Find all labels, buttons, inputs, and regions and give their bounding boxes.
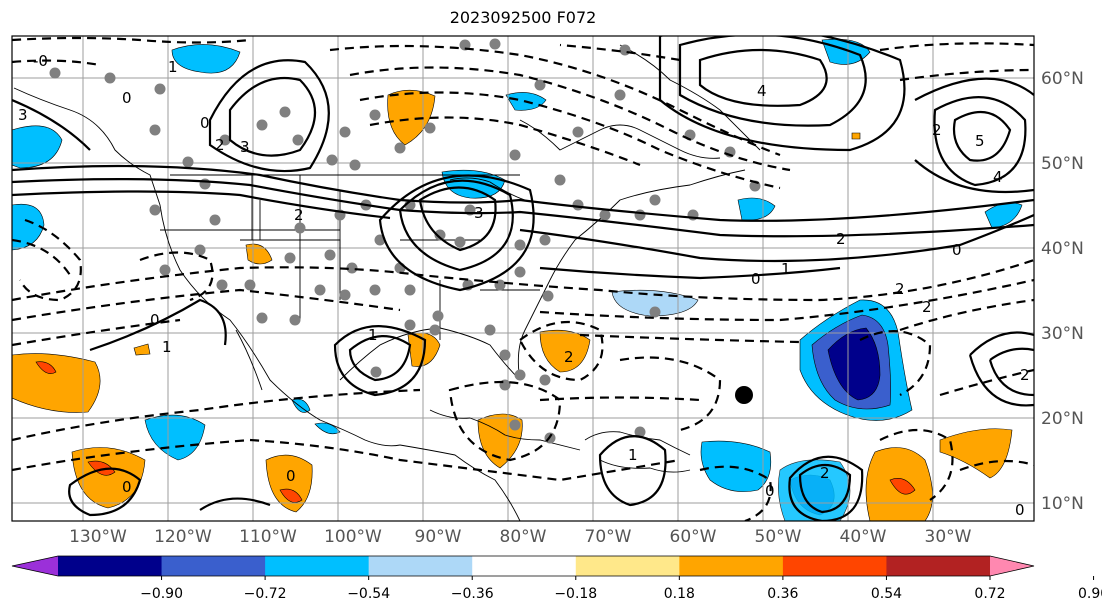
contour-label: 0: [1015, 501, 1025, 519]
blue-patch-central-atlantic-core: [827, 327, 881, 401]
red-patch-pacific-west: [35, 361, 57, 374]
colorbar-extend-high: [990, 556, 1034, 576]
colorbar-tick-label: −0.90: [140, 586, 183, 602]
contour-labels: -0 1 2 3 3 0 2 3 4 2 5 4 2 0 1 0 2 2 0 1…: [18, 52, 1030, 519]
lon-label: 100°W: [324, 527, 382, 547]
colorbar-tick-label: 0.72: [974, 586, 1005, 602]
contour-label: 3: [474, 204, 484, 222]
colorbar-extend-low: [12, 556, 58, 576]
colorbar-tick-label: −0.36: [451, 586, 494, 602]
latitude-axis: 60°N 50°N 40°N 30°N 20°N 10°N: [1041, 69, 1084, 514]
contour-label: 1: [781, 260, 791, 278]
blue-patch-tropical-south-outer: [778, 459, 851, 521]
blue-patch-caribbean-west: [314, 422, 341, 435]
contour-label: 0: [200, 114, 210, 132]
contour-label: 2: [895, 280, 905, 298]
lon-label: 120°W: [154, 527, 212, 547]
contour-label: 0: [122, 478, 132, 496]
lat-label: 40°N: [1041, 239, 1084, 259]
contour-label: 4: [993, 168, 1003, 186]
contours-solid: [12, 36, 1034, 521]
contour-label: 0: [122, 89, 132, 107]
longitude-axis: 130°W 120°W 110°W 100°W 90°W 80°W 70°W 6…: [69, 527, 972, 547]
colorbar-segment: [472, 556, 577, 576]
colorbar-segment: [679, 556, 784, 576]
colorbar-segment: [782, 556, 887, 576]
blue-patch-west-edge: [12, 125, 63, 169]
colorbar-outline: [11, 555, 1035, 577]
colorbar-segments: [12, 556, 1034, 576]
storm-marker: [735, 386, 753, 404]
orange-patch-small-gulf: [133, 343, 151, 356]
colorbar-tick-label: 0.18: [664, 586, 695, 602]
colorbar-segment: [161, 556, 266, 576]
colorbar-segment: [575, 556, 680, 576]
contour-label: 1: [162, 338, 172, 356]
contour-label: 2: [836, 230, 846, 248]
lon-label: 50°W: [755, 527, 802, 547]
lat-label: 50°N: [1041, 154, 1084, 174]
contour-label: 3: [18, 106, 28, 124]
contour-label: 0: [286, 467, 296, 485]
contour-label: 2: [932, 121, 942, 139]
colorbar-tick-label: −0.18: [554, 586, 597, 602]
contour-label: 2: [215, 136, 225, 154]
contour-label: 2: [922, 298, 932, 316]
contour-label: 2: [564, 348, 574, 366]
contour-label: 0: [150, 311, 160, 329]
contour-label: 1: [628, 446, 638, 464]
red-patch-atlantic-se: [889, 478, 916, 495]
contour-label: 4: [757, 82, 767, 100]
lon-label: 110°W: [239, 527, 297, 547]
contour-label: 0: [751, 270, 761, 288]
lat-label: 60°N: [1041, 69, 1084, 89]
lon-label: 90°W: [415, 527, 462, 547]
colorbar-segment: [265, 556, 370, 576]
contour-label: -0: [33, 52, 48, 70]
lon-label: 70°W: [585, 527, 632, 547]
red-patch-pacific-south2: [279, 488, 303, 503]
map-panel: -0 1 2 3 3 0 2 3 4 2 5 4 2 0 1 0 2 2 0 1…: [12, 36, 1034, 521]
lon-label: 40°W: [840, 527, 887, 547]
contour-label: 0: [952, 241, 962, 259]
lat-label: 20°N: [1041, 409, 1084, 429]
colorbar: −0.90 −0.72 −0.54 −0.36 −0.18 0.18 0.36 0.54 0.7…: [11, 555, 1102, 602]
lat-label: 30°N: [1041, 324, 1084, 344]
orange-patch-small-north: [851, 132, 861, 140]
colorbar-tick-label: 0.36: [767, 586, 798, 602]
lon-label: 30°W: [925, 527, 972, 547]
contour-label: 0: [765, 482, 775, 500]
colorbar-tick-label: −0.72: [244, 586, 287, 602]
contour-label: 1: [368, 326, 378, 344]
colorbar-tick-label: −0.54: [347, 586, 390, 602]
map-title: 2023092500 F072: [449, 8, 597, 27]
lon-label: 80°W: [500, 527, 547, 547]
contours-dashed: [12, 36, 1034, 521]
orange-patch-pacific-west: [12, 353, 101, 413]
colorbar-tick-label: 0.90: [1078, 586, 1102, 602]
map-frame: [11, 35, 1035, 522]
contour-label: 3: [240, 138, 250, 156]
lat-label: 10°N: [1041, 494, 1084, 514]
colorbar-segment: [58, 556, 163, 576]
contour-label: 2: [820, 464, 830, 482]
contour-label: 2: [294, 206, 304, 224]
contour-label: 1: [168, 58, 178, 76]
blue-patch-east-pacific: [144, 414, 206, 461]
blue-patch-north-pacific: [171, 44, 241, 74]
colorbar-segment: [886, 556, 991, 576]
contour-label: 2: [1020, 366, 1030, 384]
contour-label: 5: [975, 132, 985, 150]
colorbar-tick-label: 0.54: [871, 586, 902, 602]
colorbar-ticks: −0.90 −0.72 −0.54 −0.36 −0.18 0.18 0.36 0.54 0.7…: [140, 576, 1102, 602]
colorbar-segment: [368, 556, 473, 576]
blue-patch-mexico: [291, 398, 311, 413]
lon-label: 130°W: [69, 527, 127, 547]
orange-patch-bahamas: [539, 329, 591, 373]
lon-label: 60°W: [670, 527, 717, 547]
